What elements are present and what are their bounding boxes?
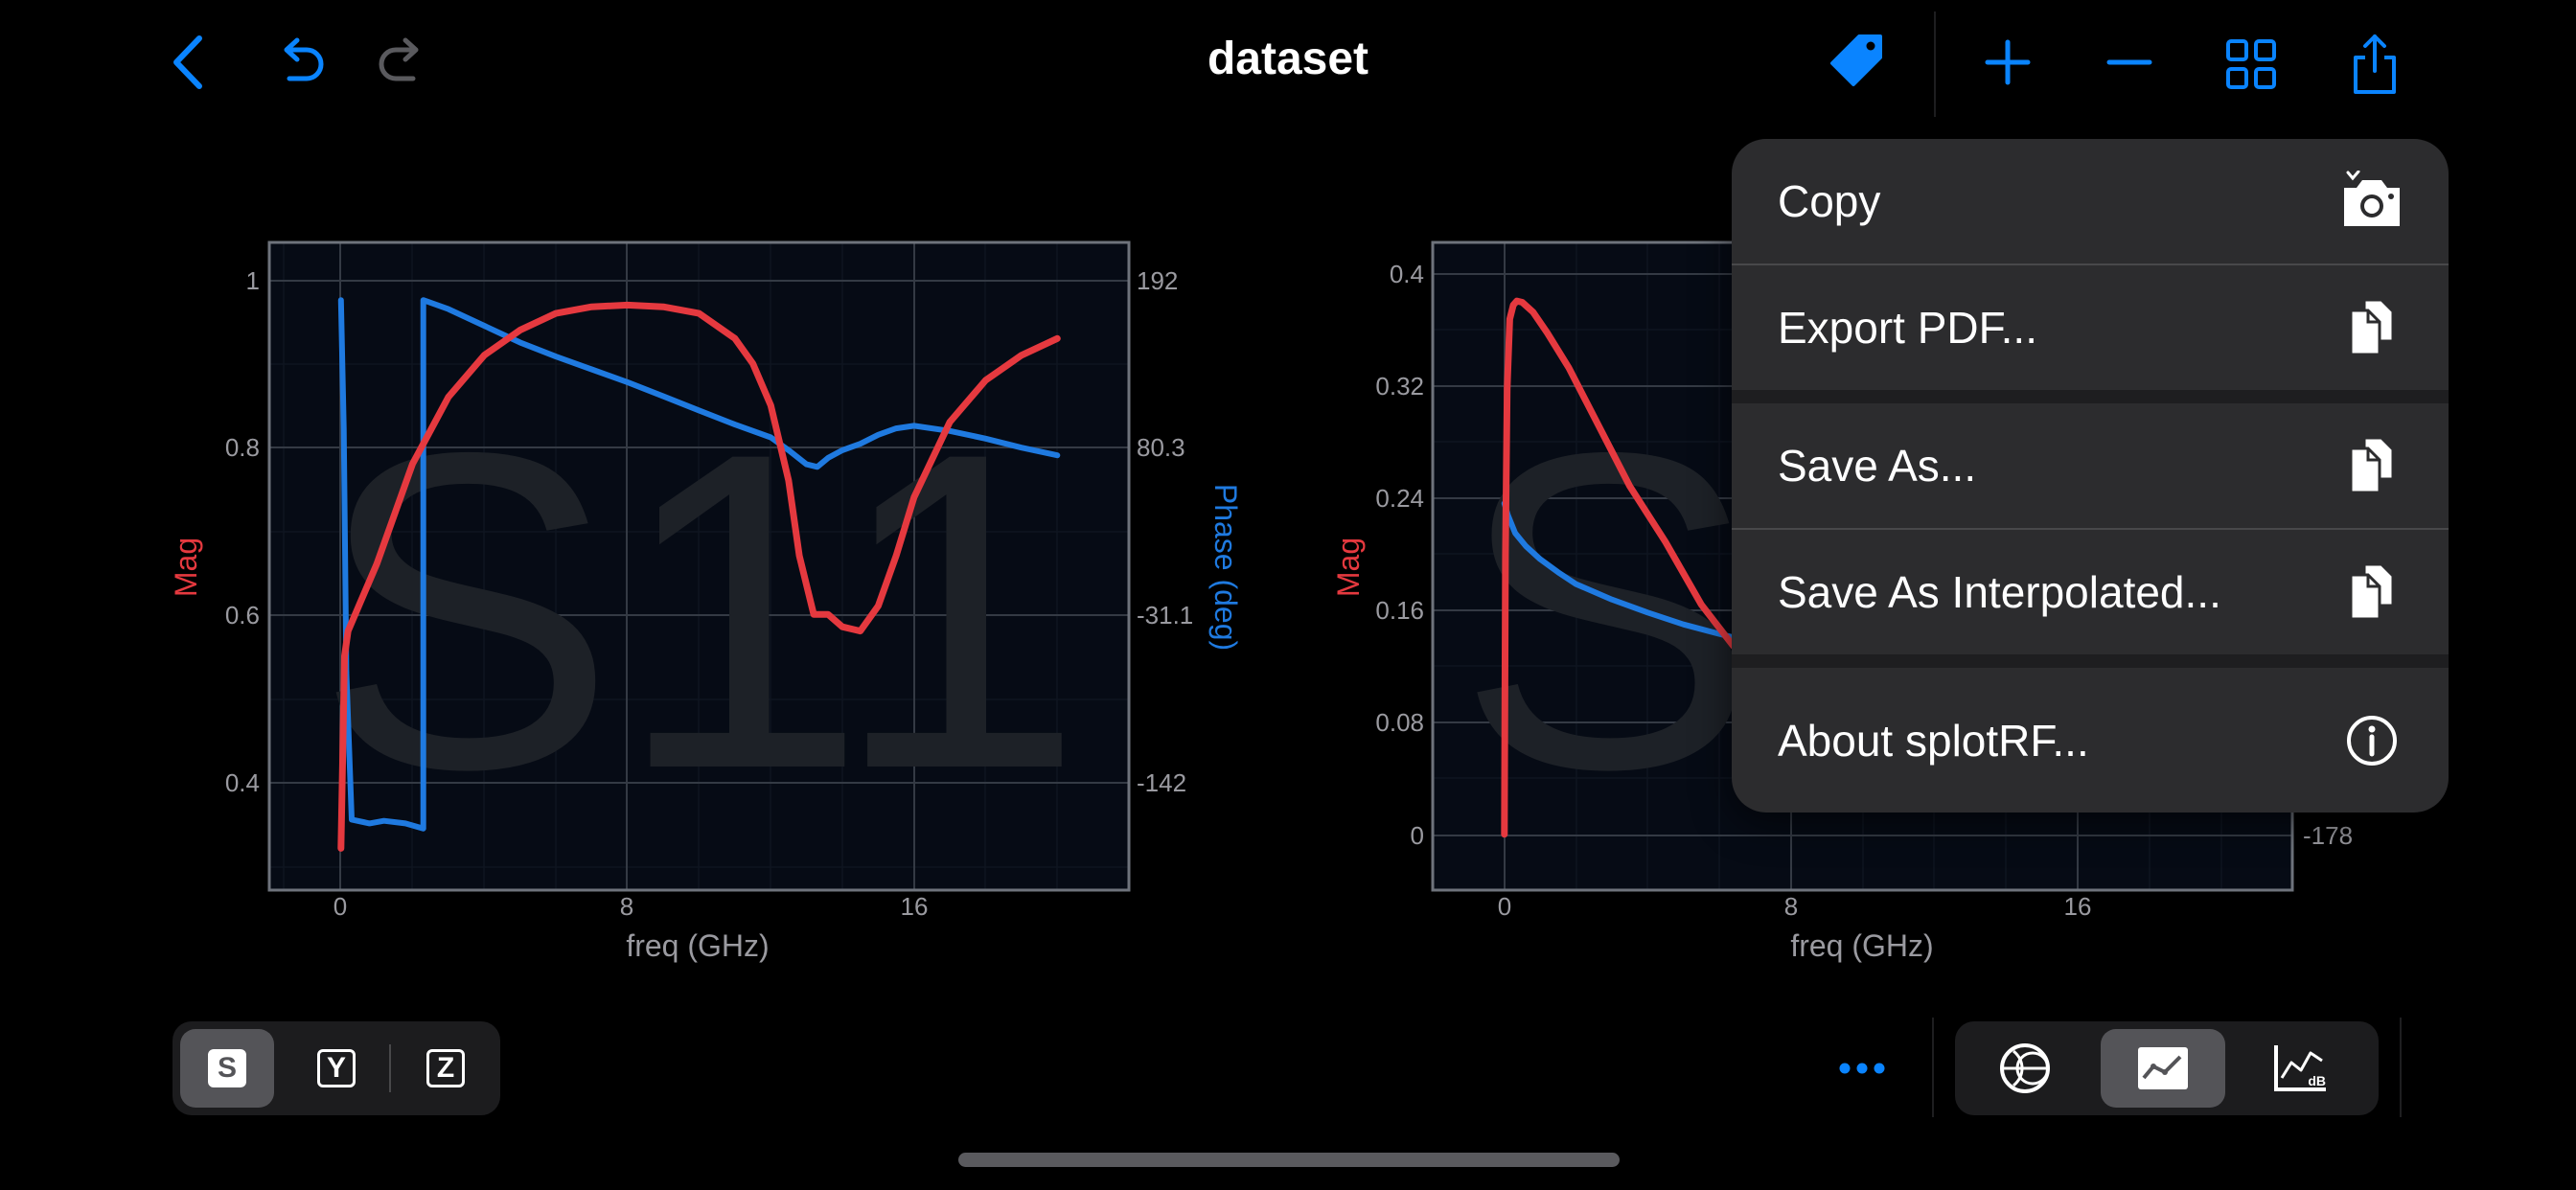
segment-label: S [208, 1049, 246, 1087]
x-tick-label: 8 [1784, 892, 1798, 921]
line-chart-icon [2138, 1047, 2188, 1089]
bottom-divider [1932, 1018, 1934, 1117]
documents-icon [2341, 297, 2403, 358]
mag-series-line [1501, 297, 1737, 838]
y-tick-label: 0.32 [1375, 372, 1424, 400]
ellipsis-icon [1839, 1063, 1885, 1074]
s11-chart[interactable]: S11 0 8 16 1 0.8 0.6 0.4 192 80.3 -31.1 … [0, 0, 1288, 1006]
y-tick-label: 0.24 [1375, 484, 1424, 513]
y-tick-label: 0.8 [225, 433, 260, 462]
y-tick-label: 0.08 [1375, 708, 1424, 737]
y2-tick-label: 80.3 [1137, 433, 1185, 462]
segment-label: Z [426, 1049, 465, 1087]
back-button[interactable] [157, 29, 224, 96]
y-ticks: 0.4 0.32 0.24 0.16 0.08 0 [1375, 260, 1424, 850]
toolbar-divider [1934, 11, 1936, 117]
y-ticks: 1 0.8 0.6 0.4 [225, 266, 260, 797]
x-tick-label: 0 [1498, 892, 1511, 921]
segment-s[interactable]: S [180, 1029, 274, 1108]
grid-icon [2226, 39, 2276, 89]
menu-group-separator [1732, 390, 2449, 403]
phase-series-line [1501, 500, 1736, 641]
back-icon [173, 35, 202, 89]
y-tick-label: 1 [246, 266, 260, 295]
menu-divider [1732, 528, 2449, 530]
undo-icon [284, 37, 324, 81]
chart-watermark: S11 [315, 359, 1083, 862]
zoom-out-button[interactable] [2096, 29, 2163, 96]
mag-series-line [337, 301, 1061, 852]
segment-rectangular-plot[interactable] [2101, 1029, 2225, 1108]
y-axis-label: Mag [169, 538, 203, 597]
smith-chart-icon [2000, 1043, 2050, 1093]
parameter-type-selector: S Y Z [172, 1021, 500, 1115]
x-tick-label: 16 [901, 892, 929, 921]
menu-item-label: About splotRF... [1778, 715, 2089, 766]
segment-label: Y [317, 1049, 356, 1087]
y2-tick-label: -178 [2303, 821, 2353, 850]
redo-icon [379, 37, 419, 81]
minus-icon [2106, 59, 2152, 65]
y-tick-label: 0.4 [1390, 260, 1424, 288]
y2-axis-label: Phase (deg) [1208, 484, 1243, 651]
x-axis-label: freq (GHz) [1790, 928, 1933, 963]
tag-button[interactable] [1823, 29, 1890, 96]
segment-y[interactable]: Y [289, 1029, 383, 1108]
segment-divider [389, 1044, 391, 1092]
db-label: dB [2308, 1073, 2326, 1088]
documents-icon [2341, 435, 2403, 496]
y2-ticks: 192 80.3 -31.1 -142 [1137, 266, 1193, 797]
x-ticks: 0 8 16 [1498, 892, 2092, 921]
home-indicator [958, 1153, 1620, 1167]
plus-icon [1985, 39, 2031, 85]
menu-group-separator [1732, 654, 2449, 668]
redo-button[interactable] [369, 29, 436, 96]
documents-icon [2341, 561, 2403, 623]
share-button[interactable] [2341, 29, 2408, 96]
menu-item-about[interactable]: About splotRF... [1732, 668, 2449, 812]
menu-item-label: Export PDF... [1778, 303, 2037, 353]
y-tick-label: 0 [1411, 821, 1424, 850]
camera-icon [2341, 171, 2403, 232]
menu-item-label: Copy [1778, 176, 1881, 226]
x-ticks: 0 8 16 [334, 892, 929, 921]
y-tick-label: 0.4 [225, 768, 260, 797]
menu-item-export-pdf[interactable]: Export PDF... [1732, 265, 2449, 390]
phase-series-line [337, 297, 1061, 832]
segment-z[interactable]: Z [399, 1029, 493, 1108]
y-tick-label: 0.16 [1375, 596, 1424, 625]
undo-button[interactable] [266, 29, 334, 96]
menu-item-label: Save As... [1778, 441, 1977, 491]
segment-smith-chart[interactable] [1963, 1029, 2087, 1108]
menu-item-save-as[interactable]: Save As... [1732, 403, 2449, 528]
layout-grid-button[interactable] [2218, 29, 2285, 96]
share-icon [2354, 34, 2396, 94]
more-button[interactable] [1828, 1035, 1896, 1102]
context-menu: Copy Export PDF... Save As... [1732, 139, 2449, 812]
menu-item-copy[interactable]: Copy [1732, 139, 2449, 263]
db-chart-icon: dB [2274, 1045, 2326, 1091]
x-tick-label: 0 [334, 892, 347, 921]
segment-db-plot[interactable]: dB [2239, 1029, 2363, 1108]
plot-type-selector: dB [1955, 1021, 2379, 1115]
y2-tick-label: 192 [1137, 266, 1178, 295]
x-tick-label: 8 [620, 892, 633, 921]
y-tick-label: 0.6 [225, 601, 260, 629]
y2-tick-label: -142 [1137, 768, 1186, 797]
x-tick-label: 16 [2064, 892, 2092, 921]
info-icon [2341, 710, 2403, 771]
tag-icon [1830, 34, 1882, 86]
menu-item-label: Save As Interpolated... [1778, 567, 2221, 617]
y-axis-label: Mag [1331, 538, 1366, 597]
bottom-divider [2400, 1018, 2402, 1117]
zoom-in-button[interactable] [1974, 29, 2041, 96]
plot-frame [267, 240, 1131, 892]
x-axis-label: freq (GHz) [626, 928, 769, 963]
y2-tick-label: -31.1 [1137, 601, 1193, 629]
menu-divider [1732, 263, 2449, 265]
menu-item-save-as-interpolated[interactable]: Save As Interpolated... [1732, 530, 2449, 654]
